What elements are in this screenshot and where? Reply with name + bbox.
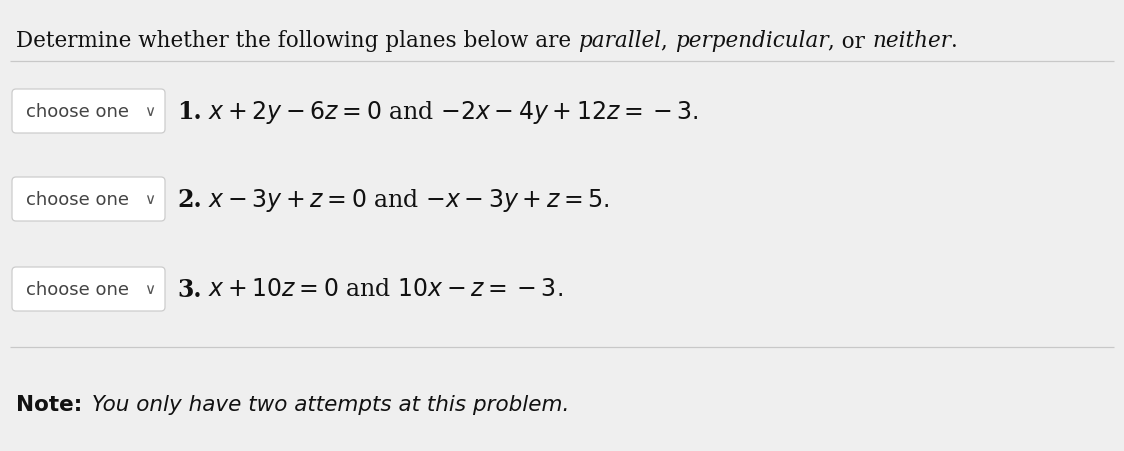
Text: choose one: choose one bbox=[26, 103, 129, 121]
Text: .: . bbox=[951, 30, 958, 52]
Text: ∨: ∨ bbox=[144, 104, 155, 119]
Text: $x + 2y - 6z = 0$ and $-2x - 4y + 12z = -3.$: $x + 2y - 6z = 0$ and $-2x - 4y + 12z = … bbox=[208, 98, 698, 125]
Text: choose one: choose one bbox=[26, 191, 129, 208]
Text: Note:: Note: bbox=[16, 394, 82, 414]
Text: ,: , bbox=[661, 30, 674, 52]
Text: $x - 3y + z = 0$ and $-x - 3y + z = 5.$: $x - 3y + z = 0$ and $-x - 3y + z = 5.$ bbox=[208, 186, 609, 213]
Text: Determine whether the following planes below are: Determine whether the following planes b… bbox=[16, 30, 578, 52]
Text: perpendicular: perpendicular bbox=[674, 30, 828, 52]
FancyBboxPatch shape bbox=[12, 267, 165, 311]
FancyBboxPatch shape bbox=[12, 178, 165, 221]
Text: parallel: parallel bbox=[578, 30, 661, 52]
Text: 2.: 2. bbox=[176, 188, 201, 212]
Text: 1.: 1. bbox=[176, 100, 201, 124]
FancyBboxPatch shape bbox=[12, 90, 165, 133]
Text: choose one: choose one bbox=[26, 281, 129, 299]
Text: ∨: ∨ bbox=[144, 192, 155, 207]
Text: 3.: 3. bbox=[176, 277, 201, 301]
Text: You only have two attempts at this problem.: You only have two attempts at this probl… bbox=[85, 394, 570, 414]
Text: , or: , or bbox=[828, 30, 872, 52]
Text: $x + 10z = 0$ and $10x - z = -3.$: $x + 10z = 0$ and $10x - z = -3.$ bbox=[208, 278, 562, 301]
Text: ∨: ∨ bbox=[144, 282, 155, 297]
Text: neither: neither bbox=[872, 30, 951, 52]
